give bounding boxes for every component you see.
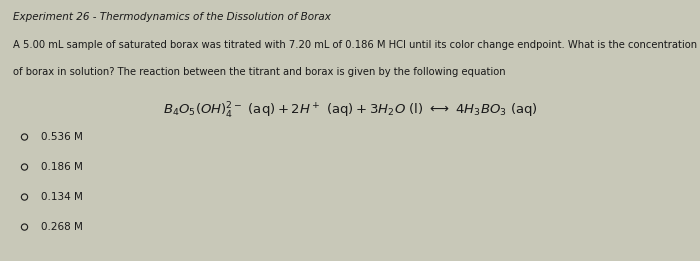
Text: $B_4O_5(OH)_4^{2-}\ \mathrm{(aq)} + 2H^+\ \mathrm{(aq)} + 3H_2O\ \mathrm{(l)}\ \: $B_4O_5(OH)_4^{2-}\ \mathrm{(aq)} + 2H^+… <box>162 100 538 121</box>
Text: 0.268 M: 0.268 M <box>41 222 83 232</box>
Text: A 5.00 mL sample of saturated borax was titrated with 7.20 mL of 0.186 M HCl unt: A 5.00 mL sample of saturated borax was … <box>13 40 696 50</box>
Text: of borax in solution? The reaction between the titrant and borax is given by the: of borax in solution? The reaction betwe… <box>13 67 505 76</box>
Text: 0.186 M: 0.186 M <box>41 162 83 172</box>
Text: 0.536 M: 0.536 M <box>41 132 83 142</box>
Text: 0.134 M: 0.134 M <box>41 192 83 202</box>
Text: Experiment 26 - Thermodynamics of the Dissolution of Borax: Experiment 26 - Thermodynamics of the Di… <box>13 12 330 22</box>
